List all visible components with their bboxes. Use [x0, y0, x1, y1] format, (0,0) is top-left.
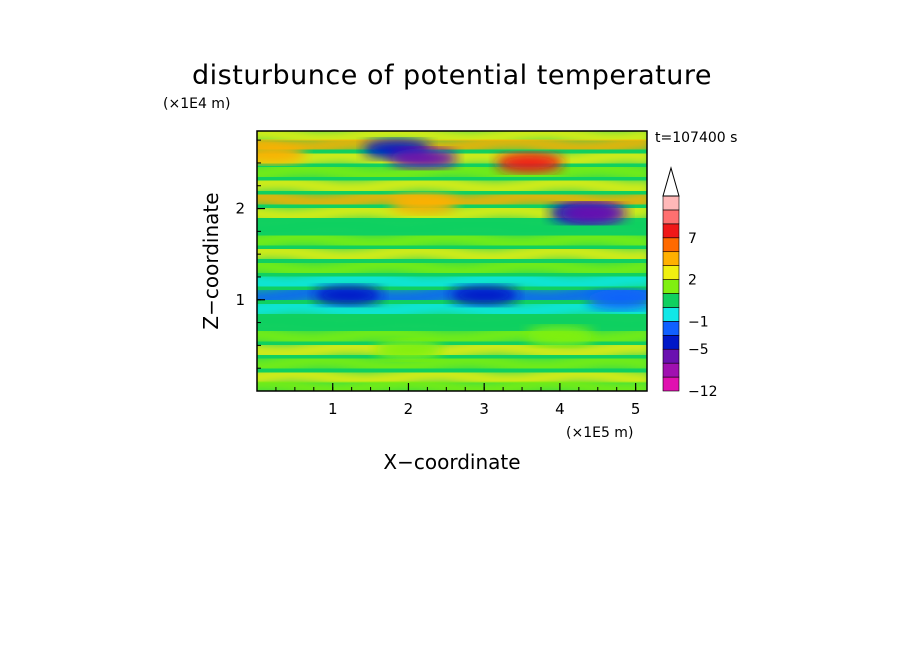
contour-band: [257, 373, 647, 391]
x-tick-label: 2: [404, 400, 414, 418]
contour-bands: [257, 131, 647, 391]
colorbar-swatch: [662, 376, 680, 392]
chart-title: disturbunce of potential temperature: [192, 60, 712, 91]
y-axis-ticks: 12: [235, 139, 265, 369]
contour-feature: [313, 285, 382, 306]
colorbar-swatch: [662, 209, 680, 225]
contour-feature: [257, 143, 307, 164]
y-tick-label: 2: [235, 200, 245, 218]
contour-band: [257, 350, 647, 377]
colorbar-swatch: [662, 251, 680, 266]
contour-feature: [374, 339, 443, 360]
colorbar-tick-label: −5: [688, 342, 709, 358]
colorbar-swatch: [662, 195, 680, 211]
colorbar-swatch: [662, 293, 680, 308]
contour-feature: [586, 289, 647, 310]
y-axis-label: Z−coordinate: [199, 192, 223, 329]
contour-feature: [495, 152, 564, 173]
colorbar-tick-label: −12: [688, 384, 718, 400]
contour-band: [257, 241, 647, 268]
colorbar-swatch: [662, 348, 680, 364]
contour-band: [257, 309, 647, 336]
contour-band: [257, 172, 647, 199]
colorbar-swatch: [662, 362, 680, 378]
contour-band: [257, 282, 647, 309]
x-axis-label: X−coordinate: [383, 450, 520, 474]
contour-band: [257, 227, 647, 254]
contour-band: [257, 364, 647, 391]
colorbar-swatch: [662, 334, 680, 350]
contour-band: [257, 159, 647, 186]
colorbar-swatch: [662, 279, 680, 294]
time-label: t=107400 s: [655, 130, 737, 146]
contour-features: [257, 139, 647, 360]
colorbar: −12−5−127: [662, 166, 718, 400]
plot-area: [257, 131, 647, 391]
colorbar-tick-label: 2: [688, 273, 697, 289]
x-axis-ticks: 1 2 3 4 5: [275, 383, 641, 418]
colorbar-swatch: [662, 237, 680, 253]
contour-band: [257, 295, 647, 322]
colorbar-swatch: [662, 321, 680, 336]
colorbar-extend-arrow: [662, 166, 680, 197]
y-unit-label: (×1E4 m): [163, 96, 230, 112]
contour-band: [257, 131, 647, 149]
contour-feature: [389, 193, 458, 214]
colorbar-swatch: [662, 307, 680, 322]
colorbar-tick-label: 7: [688, 231, 697, 247]
x-tick-label: 4: [555, 400, 565, 418]
contour-feature: [559, 203, 628, 224]
contour-feature: [389, 148, 458, 169]
x-tick-label: 5: [631, 400, 641, 418]
plot-frame: [256, 130, 648, 392]
contour-feature: [525, 326, 594, 347]
contour-band: [257, 254, 647, 281]
colorbar-tick-label: −1: [688, 314, 709, 330]
x-unit-label: (×1E5 m): [566, 425, 633, 441]
contour-band: [257, 131, 647, 158]
colorbar-swatch: [662, 265, 680, 280]
colorbar-swatch: [662, 223, 680, 239]
y-tick-label: 1: [235, 291, 245, 309]
contour-band: [257, 213, 647, 240]
x-tick-label: 1: [328, 400, 338, 418]
contour-feature: [450, 285, 519, 306]
contour-band: [257, 268, 647, 295]
x-tick-label: 3: [479, 400, 489, 418]
